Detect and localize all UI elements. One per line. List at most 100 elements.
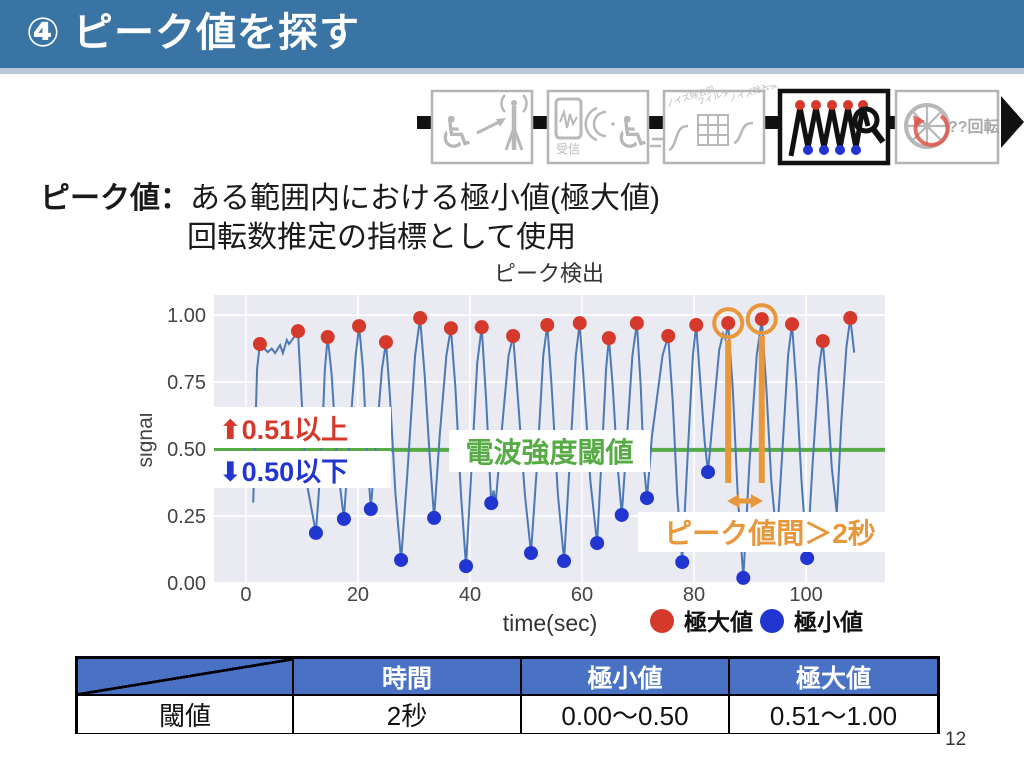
- legend-maxima-label: 極大値: [684, 609, 753, 635]
- wheelchair-icon: ♿: [437, 109, 476, 158]
- y-tick-label: 0.25: [167, 506, 206, 528]
- table-header-time: 時間: [294, 659, 522, 696]
- maximum-dot: [474, 320, 489, 335]
- x-tick-label: 0: [240, 584, 251, 606]
- table-header-minima: 極小値: [522, 659, 730, 696]
- table-cell-threshold: 閾値: [78, 696, 294, 733]
- minimum-dot: [308, 525, 323, 540]
- y-tick-label: 0.00: [167, 573, 206, 595]
- pipeline-end-arrow-icon: [1001, 96, 1024, 148]
- minimum-dot: [363, 502, 378, 517]
- legend-minima-dot-icon: [760, 609, 784, 633]
- filter-grid-icon: [697, 114, 729, 146]
- signal-line: [252, 317, 856, 578]
- wheelchair-icon: ♿: [613, 109, 652, 158]
- maximum-dot: [352, 319, 367, 334]
- legend-minima-label: 極小値: [794, 609, 863, 635]
- maximum-dot: [689, 318, 704, 333]
- table-header-maxima: 極大値: [730, 659, 937, 696]
- peak-definition-text: ピーク値：ある範囲内における極小値(極大値) 回転数推定の指標として使用: [40, 179, 660, 257]
- x-tick-label: 20: [347, 584, 369, 606]
- maximum-dot: [815, 334, 830, 349]
- annotation-peak-gap-label: ピーク値間＞2秒: [638, 512, 902, 552]
- peak-minima-dots-icon: [803, 145, 861, 155]
- minimum-dot: [590, 536, 605, 551]
- minimum-dot: [614, 507, 629, 522]
- annotation-threshold-label: 電波強度閾値: [449, 430, 650, 472]
- gap-arrow-right-head-icon: [750, 494, 763, 508]
- definition-body: ある範囲内における極小値(極大値): [190, 182, 660, 215]
- slide-title: ④ ピーク値を探す: [0, 0, 1024, 68]
- maximum-dot: [629, 316, 644, 331]
- x-tick-label: 40: [459, 584, 481, 606]
- maximum-dot: [378, 335, 393, 350]
- step-peak-search-active: [777, 88, 891, 166]
- annotation-below-threshold: ⬇0.50以下: [214, 451, 391, 488]
- minimum-dot: [336, 511, 351, 526]
- maximum-dot: [572, 316, 587, 331]
- maximum-dot: [540, 318, 555, 333]
- y-axis-label: signal: [140, 413, 157, 468]
- step-receive: 受信 ♿: [546, 89, 664, 165]
- gap-arrow-left-head-icon: [727, 494, 740, 508]
- receive-label: 受信: [556, 142, 580, 156]
- table-header-corner: [78, 659, 294, 696]
- legend-maxima-dot-icon: [650, 609, 674, 633]
- minimum-dot: [484, 496, 499, 511]
- threshold-table: 時間 極小値 極大値 閾値 2秒 0.00〜0.50 0.51〜1.00: [75, 656, 940, 734]
- definition-line2: 回転数推定の指標として使用: [187, 221, 577, 254]
- table-cell-maxima-range: 0.51〜1.00: [730, 696, 937, 733]
- page-number: 12: [945, 729, 967, 750]
- minimum-dot: [675, 555, 690, 570]
- minimum-dot: [639, 491, 654, 506]
- peak-maxima-dots-icon: [795, 100, 868, 110]
- rotation-arrow-icon: [913, 114, 950, 147]
- maximum-dot: [843, 311, 858, 326]
- x-tick-label: 60: [571, 584, 593, 606]
- phone-icon: [554, 97, 583, 140]
- magnifier-icon: [852, 106, 886, 144]
- minimum-dot: [800, 551, 815, 566]
- maximum-dot: [320, 330, 335, 345]
- minimum-dot: [394, 552, 409, 567]
- y-tick-label: 1.00: [167, 305, 206, 327]
- rotation-label: ??回転: [948, 117, 1000, 136]
- x-axis-label: time(sec): [503, 610, 598, 636]
- minimum-dot: [524, 545, 539, 560]
- maximum-dot: [413, 311, 428, 326]
- maximum-dot: [252, 337, 267, 352]
- step-transmit: ♿: [430, 89, 534, 165]
- maximum-dot: [661, 328, 676, 343]
- maximum-dot: [785, 317, 800, 332]
- y-tick-label: 0.50: [167, 439, 206, 461]
- y-tick-label: 0.75: [167, 372, 206, 394]
- chart-title: ピーク検出: [494, 261, 604, 286]
- maximum-dot: [291, 324, 306, 339]
- table-cell-minima-range: 0.00〜0.50: [522, 696, 730, 733]
- maximum-dot: [754, 312, 769, 327]
- phone-waveform-icon: [559, 108, 578, 129]
- radio-waves-icon: [584, 106, 615, 142]
- pipeline-connectors: [417, 116, 895, 129]
- header-divider: [0, 68, 1024, 74]
- step-rotation: ??回転: [894, 89, 1000, 165]
- maximum-dot: [721, 316, 736, 331]
- peak-drop-bar: [725, 340, 732, 483]
- annotation-above-threshold: ⬆0.51以上: [214, 407, 391, 448]
- definition-line1: ピーク値：ある範囲内における極小値(極大値): [40, 179, 660, 218]
- curve-before-icon: [668, 124, 689, 152]
- peak-drop-bar: [758, 336, 765, 483]
- transmit-arrow-icon: [496, 118, 506, 127]
- minimum-dot: [557, 554, 572, 569]
- x-tick-label: 100: [789, 584, 822, 606]
- definition-term: ピーク値：: [40, 182, 190, 215]
- minimum-dot: [459, 559, 474, 574]
- curve-after-icon: [733, 121, 754, 145]
- minimum-dot: [427, 510, 442, 525]
- maximum-dot: [601, 331, 616, 346]
- x-tick-label: 80: [683, 584, 705, 606]
- minimum-dot: [701, 465, 716, 480]
- antenna-icon: [500, 94, 528, 151]
- maximum-dot: [506, 328, 521, 343]
